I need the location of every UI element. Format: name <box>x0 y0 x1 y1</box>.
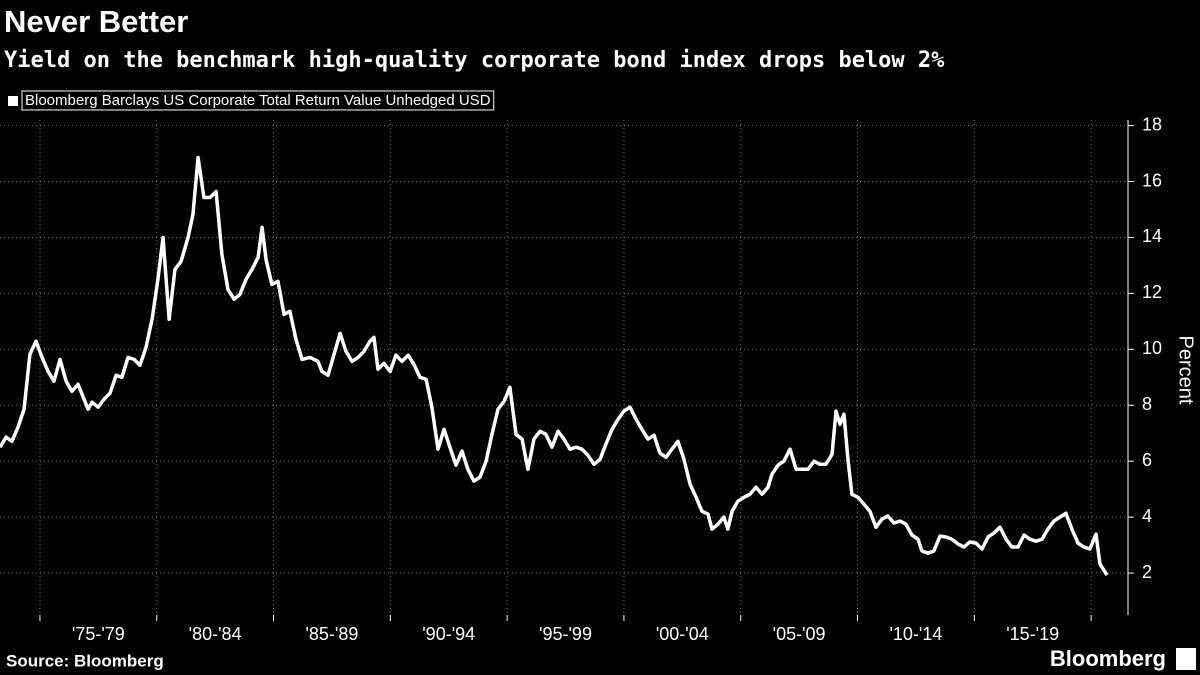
data-line <box>0 155 1109 576</box>
logo-mark <box>1176 648 1196 670</box>
y-tick-label: 12 <box>1142 282 1162 302</box>
chart-title: Never Better <box>4 4 188 39</box>
legend-swatch <box>8 96 18 106</box>
y-tick-label: 8 <box>1142 394 1152 414</box>
x-tick-label: '15-'19 <box>1006 624 1059 644</box>
y-axis-label: Percent <box>1175 336 1197 405</box>
y-tick-label: 16 <box>1142 170 1162 190</box>
x-tick-label: '80-'84 <box>189 624 242 644</box>
y-tick-label: 4 <box>1142 506 1152 526</box>
legend-box <box>21 90 495 111</box>
branding: Bloomberg <box>1050 646 1166 671</box>
y-tick-label: 6 <box>1142 450 1152 470</box>
x-tick-label: '10-'14 <box>889 624 942 644</box>
x-tick-label: '95-'99 <box>539 624 592 644</box>
y-tick-label: 10 <box>1142 338 1162 358</box>
x-tick-label: '75-'79 <box>72 624 125 644</box>
y-tick-label: 18 <box>1142 114 1162 134</box>
x-tick-label: '00-'04 <box>656 624 709 644</box>
y-tick-label: 14 <box>1142 226 1162 246</box>
x-tick-label: '05-'09 <box>773 624 826 644</box>
y-tick-label: 2 <box>1142 562 1152 582</box>
x-tick-label: '85-'89 <box>305 624 358 644</box>
source: Source: Bloomberg <box>6 651 164 670</box>
legend-label: Bloomberg Barclays US Corporate Total Re… <box>25 92 491 109</box>
chart-subtitle: Yield on the benchmark high-quality corp… <box>4 48 945 73</box>
x-tick-label: '90-'94 <box>422 624 475 644</box>
